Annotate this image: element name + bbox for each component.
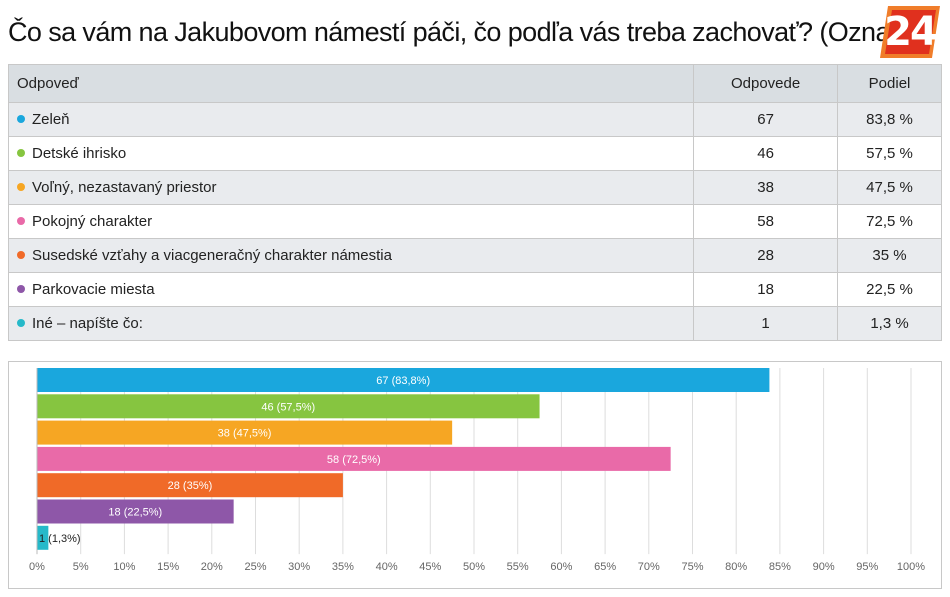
x-tick-label: 20% (201, 561, 223, 573)
answer-cell: Voľný, nezastavaný priestor (7, 170, 695, 205)
logo-text: 24 (884, 9, 938, 55)
legend-dot-icon (17, 285, 25, 294)
answer-label: Iné – napíšte čo: (32, 315, 143, 332)
table-header-row: Odpoveď Odpovede Podiel (7, 64, 942, 103)
answer-cell: Parkovacie miesta (7, 272, 695, 307)
table-row: Detské ihrisko 46 57,5 % (7, 136, 942, 171)
x-tick-label: 45% (419, 561, 441, 573)
bar-label: 1 (1,3%) (39, 533, 81, 545)
x-tick-label: 85% (769, 561, 791, 573)
page-title: Čo sa vám na Jakubovom námestí páči, čo … (8, 17, 908, 47)
logo-badge-icon (880, 6, 940, 58)
share-cell: 57,5 % (837, 136, 942, 171)
count-cell: 28 (693, 238, 839, 273)
count-cell: 1 (693, 306, 839, 341)
x-tick-label: 30% (288, 561, 310, 573)
answer-cell: Detské ihrisko (7, 136, 695, 171)
x-tick-label: 70% (638, 561, 660, 573)
answer-cell: Susedské vzťahy a viacgeneračný charakte… (7, 238, 695, 273)
legend-dot-icon (17, 251, 25, 260)
answer-label: Parkovacie miesta (32, 281, 155, 298)
legend-dot-icon (17, 115, 25, 124)
bar (37, 499, 234, 524)
legend-dot-icon (17, 217, 25, 226)
answer-cell: Iné – napíšte čo: (7, 306, 695, 341)
answer-label: Detské ihrisko (32, 145, 127, 162)
table-row: Zeleň 67 83,8 % (7, 102, 942, 137)
bar-chart: 0% 5% 10% 15% 20% 25% 30% 35% 40% 45% 50% 55% 60% 65%… (8, 361, 942, 589)
count-cell: 67 (693, 102, 839, 137)
x-tick-label: 90% (813, 561, 835, 573)
share-cell: 35 % (837, 238, 942, 273)
share-cell: 22,5 % (837, 272, 942, 307)
bar (37, 368, 770, 392)
bar (37, 420, 453, 445)
table-row: Pokojný charakter 58 72,5 % (7, 204, 942, 239)
bar-label: 67 (83,8%) (376, 375, 430, 387)
table-row: Parkovacie miesta 18 22,5 % (7, 272, 942, 307)
table-row: Iné – napíšte čo: 1 1,3 % (7, 306, 942, 341)
x-tick-label: 50% (463, 561, 485, 573)
legend-dot-icon (17, 183, 25, 192)
legend-dot-icon (17, 319, 25, 328)
bar-chart-svg: 0% 5% 10% 15% 20% 25% 30% 35% 40% 45% 50% 55% 60% 65%… (29, 368, 925, 573)
x-tick-label: 80% (725, 561, 747, 573)
answer-cell: Zeleň (7, 102, 695, 137)
x-tick-label: 95% (856, 561, 878, 573)
count-cell: 38 (693, 170, 839, 205)
table-row: Susedské vzťahy a viacgeneračný charakte… (7, 238, 942, 273)
x-tick-label: 55% (507, 561, 529, 573)
results-table: Odpoveď Odpovede Podiel Zeleň 67 83,8 % Det… (7, 64, 942, 341)
bar-label: 18 (22,5%) (108, 507, 162, 519)
x-tick-label: 60% (550, 561, 572, 573)
count-cell: 18 (693, 272, 839, 307)
x-tick-label: 65% (594, 561, 616, 573)
answer-label: Susedské vzťahy a viacgeneračný charakte… (32, 247, 392, 264)
x-tick-label: 10% (113, 561, 135, 573)
share-cell: 47,5 % (837, 170, 942, 205)
bar-label: 38 (47,5%) (218, 428, 272, 440)
x-tick-label: 35% (332, 561, 354, 573)
bar-label: 28 (35%) (168, 480, 213, 492)
x-tick-label: 15% (157, 561, 179, 573)
x-tick-label: 25% (244, 561, 266, 573)
x-tick-label: 75% (681, 561, 703, 573)
answer-cell: Pokojný charakter (7, 204, 695, 239)
bar-label: 46 (57,5%) (261, 401, 315, 413)
bar (37, 473, 343, 498)
legend-dot-icon (17, 149, 25, 158)
header-share: Podiel (837, 64, 942, 103)
x-tick-label: 0% (29, 561, 45, 573)
bar (37, 446, 671, 471)
bar-label: 58 (72,5%) (327, 454, 381, 466)
x-tick-label: 40% (376, 561, 398, 573)
x-tick-label: 100% (897, 561, 925, 573)
table-row: Voľný, nezastavaný priestor 38 47,5 % (7, 170, 942, 205)
x-tick-label: 5% (73, 561, 89, 573)
count-cell: 58 (693, 204, 839, 239)
header-answer: Odpoveď (7, 64, 695, 103)
share-cell: 1,3 % (837, 306, 942, 341)
logo-24: 24 (880, 6, 940, 58)
answer-label: Pokojný charakter (32, 213, 153, 230)
bar (37, 525, 49, 550)
answer-label: Zeleň (32, 111, 70, 128)
share-cell: 72,5 % (837, 204, 942, 239)
answer-label: Voľný, nezastavaný priestor (32, 179, 217, 196)
count-cell: 46 (693, 136, 839, 171)
bar (37, 394, 540, 419)
share-cell: 83,8 % (837, 102, 942, 137)
header-count: Odpovede (693, 64, 839, 103)
